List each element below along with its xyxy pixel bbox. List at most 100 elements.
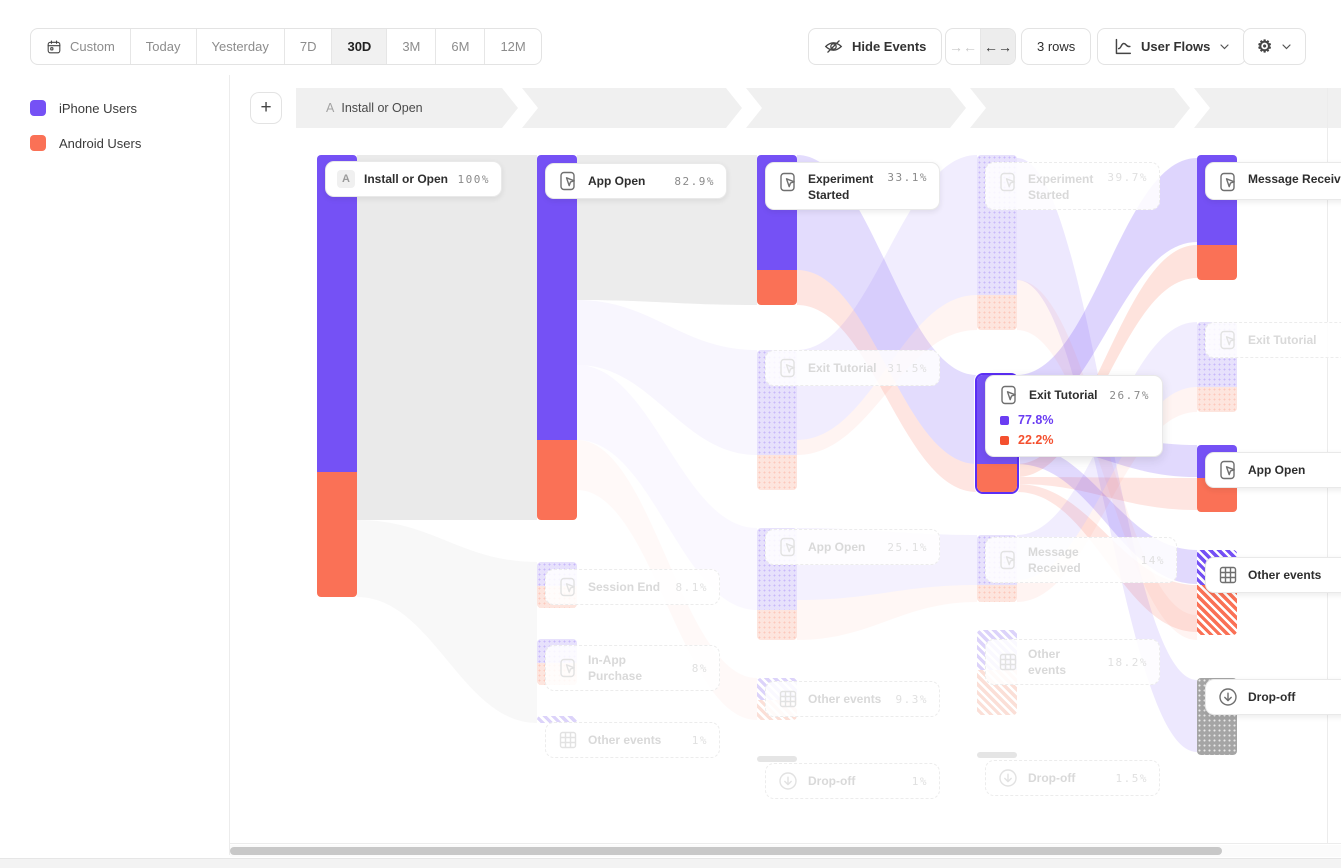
breakdown-swatch: [1000, 415, 1009, 425]
flow-card-app-open-5[interactable]: App Open: [1205, 452, 1341, 488]
flow-card-app-open-3[interactable]: App Open 25.1%: [765, 529, 940, 565]
date-range-yesterday[interactable]: Yesterday: [197, 29, 285, 64]
legend-item-1[interactable]: Android Users: [30, 131, 141, 155]
node-label: Other events: [808, 691, 882, 706]
collapse-icon[interactable]: →←: [946, 29, 981, 64]
flow-card-install-or-open-1[interactable]: A Install or Open 100%: [325, 161, 502, 197]
bar-segment-orange_dim: [977, 295, 1017, 330]
flow-card-message-received-4[interactable]: Message Received 14%: [985, 537, 1177, 584]
node-percent: 26.7%: [1109, 388, 1150, 402]
date-range-12m[interactable]: 12M: [485, 29, 540, 64]
eye-off-icon: [824, 37, 843, 56]
date-range-label: 7D: [299, 39, 317, 54]
node-label: Session End: [588, 579, 661, 594]
legend-label: Android Users: [59, 135, 142, 151]
plus-icon: +: [260, 97, 272, 118]
breadcrumb-step-content: A Install or Open: [296, 88, 518, 128]
grid-icon: [557, 729, 579, 751]
settings-button[interactable]: ⚙: [1243, 28, 1307, 65]
hide-events-button[interactable]: Hide Events: [808, 28, 943, 65]
flow-card-exit-tutorial-4[interactable]: Exit Tutorial 26.7% 77.8% 22.2%: [985, 375, 1163, 457]
chevron-down-icon: [1219, 41, 1230, 52]
flow-card-experiment-started-3[interactable]: Experiment Started 33.1%: [765, 162, 940, 211]
flow-card-other-events-3[interactable]: Other events 9.3%: [765, 681, 940, 717]
bar-segment-orange: [1197, 245, 1237, 280]
node-label: Install or Open: [364, 171, 449, 186]
node-label: Drop-off: [1248, 689, 1296, 704]
date-range-today[interactable]: Today: [131, 29, 197, 64]
node-label: App Open: [808, 539, 866, 554]
node-percent: 25.1%: [887, 540, 928, 554]
view-selector-button[interactable]: User Flows: [1097, 28, 1247, 65]
flow-bar-other-events-2[interactable]: [537, 716, 577, 723]
flow-bar-exit-tutorial-3[interactable]: [757, 350, 797, 490]
event-icon: [557, 657, 579, 679]
event-icon: [998, 384, 1020, 406]
dropoff-icon: [1217, 686, 1239, 708]
legend-label: iPhone Users: [59, 100, 138, 116]
date-range-6m[interactable]: 6M: [436, 29, 486, 64]
date-range-30d[interactable]: 30D: [332, 29, 388, 64]
flow-card-drop-off-5[interactable]: Drop-off: [1205, 679, 1341, 715]
event-icon: [997, 549, 1019, 571]
node-percent: 8.1%: [675, 580, 708, 594]
flow-bar-drop-off-4[interactable]: [977, 752, 1017, 758]
flow-bar-install-or-open-1[interactable]: [317, 155, 357, 597]
flow-card-exit-tutorial-5[interactable]: Exit Tutorial: [1205, 322, 1341, 358]
flow-card-experiment-started-4[interactable]: Experiment Started 39.7%: [985, 162, 1160, 211]
hide-events-label: Hide Events: [852, 39, 927, 54]
bar-segment-orange: [317, 472, 357, 597]
flow-bar-app-open-2[interactable]: [537, 155, 577, 520]
event-icon: [557, 576, 579, 598]
dropoff-icon: [777, 770, 799, 792]
gear-icon: ⚙: [1257, 36, 1273, 56]
date-range-label: Yesterday: [211, 39, 269, 54]
node-label: App Open: [588, 173, 646, 188]
node-percent: 8%: [691, 661, 708, 675]
flow-bar-drop-off-3[interactable]: [757, 756, 797, 762]
scrollbar-thumb[interactable]: [230, 847, 1222, 855]
node-label: Exit Tutorial: [1029, 387, 1098, 402]
breakdown-swatch: [1000, 435, 1009, 445]
sankey-link-11: [797, 585, 977, 640]
date-range-7d[interactable]: 7D: [285, 29, 333, 64]
node-percent: 9.3%: [895, 692, 928, 706]
flow-card-other-events-4[interactable]: Other events 18.2%: [985, 639, 1160, 686]
sankey-link-0: [357, 155, 537, 520]
sankey-link-13: [1017, 245, 1197, 477]
bar-segment-orange_dim: [977, 585, 1017, 602]
rows-button[interactable]: 3 rows: [1021, 28, 1092, 65]
breadcrumb-step-1[interactable]: A Install or Open: [296, 88, 518, 128]
flow-card-drop-off-3[interactable]: Drop-off 1%: [765, 763, 940, 799]
sankey-link-19: [1017, 280, 1197, 640]
node-label: Other events: [1248, 567, 1322, 582]
breadcrumb-step-3: [746, 88, 966, 128]
node-label: Exit Tutorial: [808, 360, 877, 375]
series-legend: iPhone Users Android Users: [30, 96, 141, 166]
bar-segment-orange: [977, 464, 1017, 492]
flow-card-exit-tutorial-3[interactable]: Exit Tutorial 31.5%: [765, 350, 940, 386]
add-step-button[interactable]: +: [250, 92, 282, 124]
date-range-custom[interactable]: Custom: [31, 29, 131, 64]
flow-card-message-received-5[interactable]: Message Received: [1205, 162, 1341, 200]
bar-segment-orange: [757, 270, 797, 305]
date-range-label: 12M: [500, 39, 526, 54]
event-icon: [1217, 171, 1239, 193]
date-range-3m[interactable]: 3M: [387, 29, 437, 64]
grid-icon: [777, 688, 799, 710]
flow-card-other-events-2[interactable]: Other events 1%: [545, 722, 720, 758]
date-range-label: Today: [145, 39, 181, 54]
event-icon: [557, 170, 579, 192]
chevron-down-icon: [1281, 41, 1292, 52]
flow-card-drop-off-4[interactable]: Drop-off 1.5%: [985, 760, 1160, 796]
date-range-label: 6M: [451, 39, 470, 54]
flow-card-in-app-purchase-2[interactable]: In-App Purchase 8%: [545, 645, 720, 692]
flow-card-session-end-2[interactable]: Session End 8.1%: [545, 569, 720, 605]
node-label: Experiment Started: [1028, 172, 1094, 203]
expand-icon[interactable]: ←→: [981, 29, 1015, 64]
flow-card-app-open-2[interactable]: App Open 82.9%: [545, 163, 727, 199]
sankey-link-6: [797, 155, 977, 464]
step-label: Install or Open: [341, 101, 423, 115]
legend-item-0[interactable]: iPhone Users: [30, 96, 141, 120]
flow-card-other-events-5[interactable]: Other events: [1205, 557, 1341, 593]
